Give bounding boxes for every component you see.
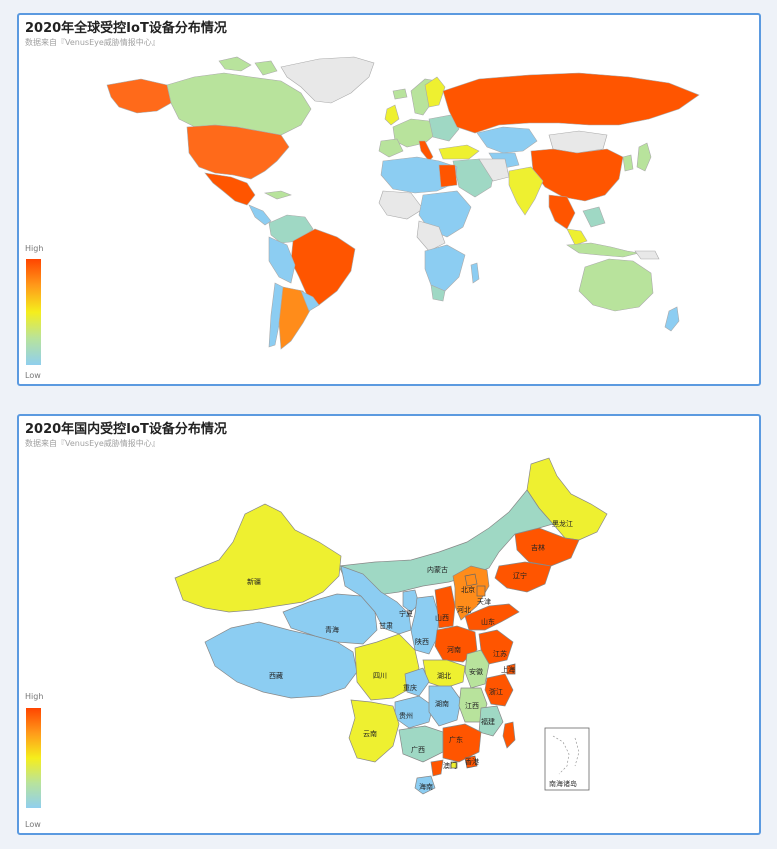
label-fujian: 福建	[481, 717, 495, 726]
label-hongkong: 香港	[465, 757, 479, 766]
region-russia	[442, 72, 700, 134]
nanhai-inset-box	[544, 727, 590, 791]
label-shaanxi: 陕西	[415, 637, 429, 646]
province-anhui	[464, 649, 490, 689]
label-hebei: 河北	[457, 606, 471, 614]
label-hubei: 湖北	[437, 671, 451, 680]
region-kazakhstan	[476, 126, 538, 154]
region-china	[530, 148, 624, 202]
label-chongqing: 重庆	[403, 683, 417, 692]
region-southeast-asia	[548, 194, 576, 230]
label-ningxia: 宁夏	[399, 609, 413, 618]
region-greenland	[280, 56, 375, 104]
label-hainan: 海南	[419, 782, 433, 791]
province-fujian	[478, 705, 504, 737]
label-hunan: 湖南	[435, 699, 449, 708]
label-anhui: 安徽	[469, 667, 483, 676]
province-taiwan	[502, 721, 516, 749]
region-india	[508, 166, 544, 216]
region-southern-africa	[424, 244, 466, 292]
region-japan	[636, 142, 652, 172]
region-north-africa	[380, 156, 458, 194]
region-egypt	[438, 164, 458, 188]
world-legend-high-label: High	[25, 244, 44, 253]
label-tianjin: 天津	[477, 598, 491, 606]
label-beijing: 北京	[461, 585, 475, 594]
province-guangxi	[398, 725, 444, 763]
province-neimenggu	[338, 489, 554, 597]
province-shanghai	[506, 663, 516, 675]
label-shandong: 山东	[481, 617, 495, 626]
province-shanxi	[434, 585, 456, 629]
region-brazil	[290, 228, 356, 306]
province-shandong	[464, 603, 520, 631]
world-legend-low-label: Low	[25, 371, 41, 380]
province-chongqing	[404, 667, 430, 697]
label-shanxi: 山西	[435, 613, 449, 622]
label-liaoning: 辽宁	[513, 571, 527, 580]
label-gansu: 甘肃	[379, 621, 393, 630]
world-map	[106, 56, 700, 350]
region-australia	[578, 258, 654, 312]
label-shanghai: 上海	[501, 665, 515, 674]
label-heilongjiang: 黑龙江	[552, 519, 573, 528]
province-jilin	[514, 527, 580, 567]
label-guangdong: 广东	[449, 735, 463, 744]
label-guizhou: 贵州	[399, 711, 413, 720]
label-sichuan: 四川	[373, 672, 387, 680]
province-yunnan	[348, 699, 400, 763]
region-usa	[186, 124, 290, 180]
label-jiangsu: 江苏	[493, 649, 507, 658]
label-xinjiang: 新疆	[247, 577, 261, 586]
world-map-title: 2020年全球受控IoT设备分布情况	[25, 21, 227, 36]
china-map-title: 2020年国内受控IoT设备分布情况	[25, 422, 227, 437]
region-turkey	[438, 144, 480, 160]
region-mexico	[204, 172, 256, 206]
china-legend-gradient	[26, 708, 41, 808]
label-zhejiang: 浙江	[489, 687, 503, 696]
province-gansu	[340, 565, 412, 635]
label-yunnan: 云南	[363, 729, 377, 738]
province-macau	[450, 761, 458, 769]
label-xizang: 西藏	[269, 671, 283, 680]
province-beijing	[464, 573, 478, 587]
province-hunan	[428, 685, 462, 727]
province-shaanxi	[410, 595, 440, 655]
label-jiangxi: 江西	[465, 702, 479, 710]
region-uk	[384, 104, 400, 126]
world-map-subtitle: 数据来自『VenusEye威胁情报中心』	[25, 38, 160, 47]
china-legend-low-label: Low	[25, 820, 41, 829]
region-italy	[418, 140, 434, 162]
label-qinghai: 青海	[325, 625, 339, 634]
province-hongkong	[464, 755, 478, 769]
china-map-panel: 2020年国内受控IoT设备分布情况 数据来自『VenusEye威胁情报中心』	[17, 414, 761, 835]
region-alaska	[106, 78, 172, 114]
province-guangdong	[442, 723, 482, 763]
province-tianjin	[476, 585, 486, 597]
province-xinjiang	[174, 503, 342, 613]
province-zhejiang	[484, 673, 514, 707]
province-liaoning	[494, 561, 552, 593]
label-macau: 澳门	[443, 761, 457, 770]
world-legend-gradient	[26, 259, 41, 365]
china-map-subtitle: 数据来自『VenusEye威胁情报中心』	[25, 439, 160, 448]
province-hainan	[414, 775, 436, 795]
china-map: 黑龙江 吉林 辽宁 内蒙古 新疆 青海 西藏 甘肃 宁夏 陕西 山西 河北 北京…	[174, 457, 608, 795]
label-henan: 河南	[447, 645, 461, 654]
label-jilin: 吉林	[531, 543, 545, 552]
region-canada	[166, 72, 312, 136]
china-legend-high-label: High	[25, 692, 44, 701]
world-map-panel: 2020年全球受控IoT设备分布情况 数据来自『VenusEye威胁情报中心』	[17, 13, 761, 386]
province-ningxia	[402, 589, 420, 613]
label-neimenggu: 内蒙古	[427, 565, 448, 574]
province-hebei	[452, 565, 490, 621]
label-nanhai: 南海诸岛	[549, 779, 577, 788]
province-qinghai	[282, 593, 378, 645]
label-guangxi: 广西	[411, 745, 425, 754]
